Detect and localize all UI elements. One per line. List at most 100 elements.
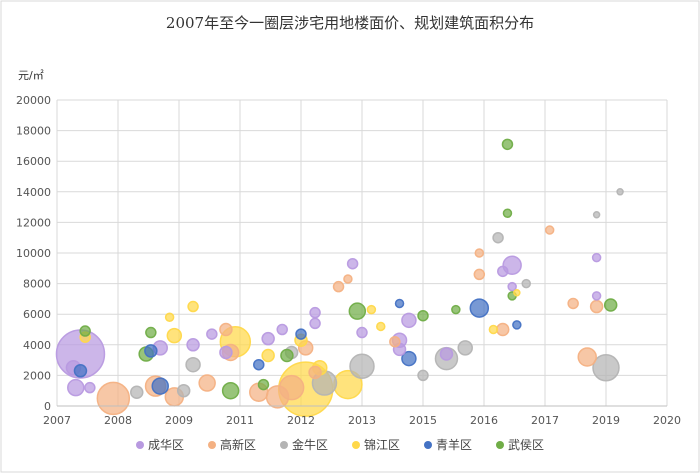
legend-label: 青羊区: [436, 437, 472, 452]
bubble-point: [96, 381, 131, 416]
y-axis-label: 元/㎡: [18, 69, 44, 82]
legend-marker: [424, 441, 432, 449]
bubble-point: [219, 345, 233, 360]
bubble-point: [616, 188, 624, 196]
bubble-point: [488, 324, 499, 335]
x-tick-label: 2015: [409, 414, 437, 427]
x-tick-label: 2013: [348, 414, 376, 427]
bubble-point: [280, 348, 294, 363]
bubble-point: [497, 265, 509, 278]
bubble-point: [591, 252, 602, 263]
bubble-point: [164, 312, 175, 323]
x-tick-label: 2007: [43, 414, 71, 427]
bubble-point: [507, 281, 517, 292]
x-tick-label: 2008: [104, 414, 132, 427]
x-tick-label: 2019: [592, 414, 620, 427]
bubble-point: [349, 353, 375, 379]
y-tick-label: 10000: [16, 247, 51, 260]
bubble-point: [219, 322, 233, 337]
y-tick-label: 2000: [23, 369, 51, 382]
axes: 0 2000 4000 6000 8000 10000 12000 14000 16000 180…: [16, 94, 681, 427]
bubble-point: [502, 208, 513, 218]
bubble-point: [186, 338, 200, 352]
bubble-point: [346, 257, 359, 270]
bubble-point: [492, 231, 504, 244]
bubble-point: [457, 340, 473, 356]
bubble-point: [592, 211, 601, 219]
y-tick-label: 4000: [23, 339, 51, 352]
bubble-point: [394, 298, 405, 309]
bubble-point: [265, 385, 290, 409]
bubble-point: [439, 347, 454, 361]
bubble-point: [513, 289, 521, 297]
y-tick-label: 16000: [16, 155, 51, 168]
bubble-point: [187, 300, 199, 313]
bubble-point: [591, 291, 602, 301]
bubble-point: [567, 297, 579, 310]
bubble-point: [512, 320, 522, 330]
bubble-point: [401, 350, 417, 367]
bubble-point: [469, 298, 490, 318]
bubble-point: [332, 280, 345, 293]
legend: 成华区 高新区 金牛区 锦江区 青羊区 武侯区: [136, 437, 544, 452]
bubble-point: [577, 347, 597, 367]
x-tick-label: 2017: [531, 414, 559, 427]
bubble-point: [309, 306, 321, 319]
bubble-point: [603, 298, 618, 312]
x-tick-label: 2012: [287, 414, 315, 427]
bubble-point: [206, 328, 218, 340]
legend-marker: [136, 441, 144, 449]
bubble-point: [257, 378, 270, 391]
y-tick-label: 20000: [16, 94, 51, 107]
bubble-point: [145, 326, 157, 339]
bubble-point: [144, 344, 158, 358]
legend-marker: [280, 441, 288, 449]
bubble-point: [451, 304, 461, 315]
bubble-point: [501, 138, 514, 151]
y-tick-label: 0: [44, 400, 51, 413]
legend-label: 武侯区: [508, 438, 544, 452]
bubble-point: [366, 304, 377, 315]
bubble-point: [166, 327, 183, 344]
legend-marker: [352, 441, 360, 449]
bubble-point: [348, 302, 367, 320]
bubble-point: [185, 356, 201, 373]
bubble-point: [276, 323, 288, 336]
legend-marker: [496, 441, 504, 449]
bubble-point: [261, 331, 275, 346]
bubble-point: [130, 385, 144, 399]
y-tick-label: 18000: [16, 125, 51, 138]
bubble-point: [151, 377, 169, 395]
bubble-point: [221, 381, 240, 400]
legend-label: 成华区: [148, 438, 184, 452]
bubble-point: [73, 364, 88, 378]
bubble-point: [295, 328, 307, 340]
bubble-point: [309, 317, 321, 330]
bubble-point: [521, 278, 531, 289]
x-tick-label: 2011: [226, 414, 254, 427]
legend-marker: [208, 441, 216, 449]
bubble-point: [67, 378, 85, 397]
bubble-point: [253, 358, 265, 371]
x-tick-label: 2016: [470, 414, 498, 427]
bubble-point: [496, 322, 510, 337]
bubble-point: [473, 268, 486, 281]
legend-label: 高新区: [220, 437, 256, 452]
legend-label: 金牛区: [292, 437, 328, 452]
bubble-point: [308, 365, 322, 380]
y-tick-label: 14000: [16, 186, 51, 199]
bubble-point: [176, 383, 191, 398]
bubble-point: [417, 369, 429, 382]
bubble-point: [356, 326, 368, 339]
bubble-point: [417, 309, 429, 322]
bubble-point: [376, 321, 386, 332]
y-tick-label: 12000: [16, 216, 51, 229]
y-tick-label: 6000: [23, 308, 51, 321]
bubble-point: [474, 248, 485, 258]
bubble-point: [544, 225, 555, 235]
bubble-point: [198, 374, 216, 392]
bubbles: [55, 138, 624, 417]
bubble-point: [592, 354, 620, 382]
